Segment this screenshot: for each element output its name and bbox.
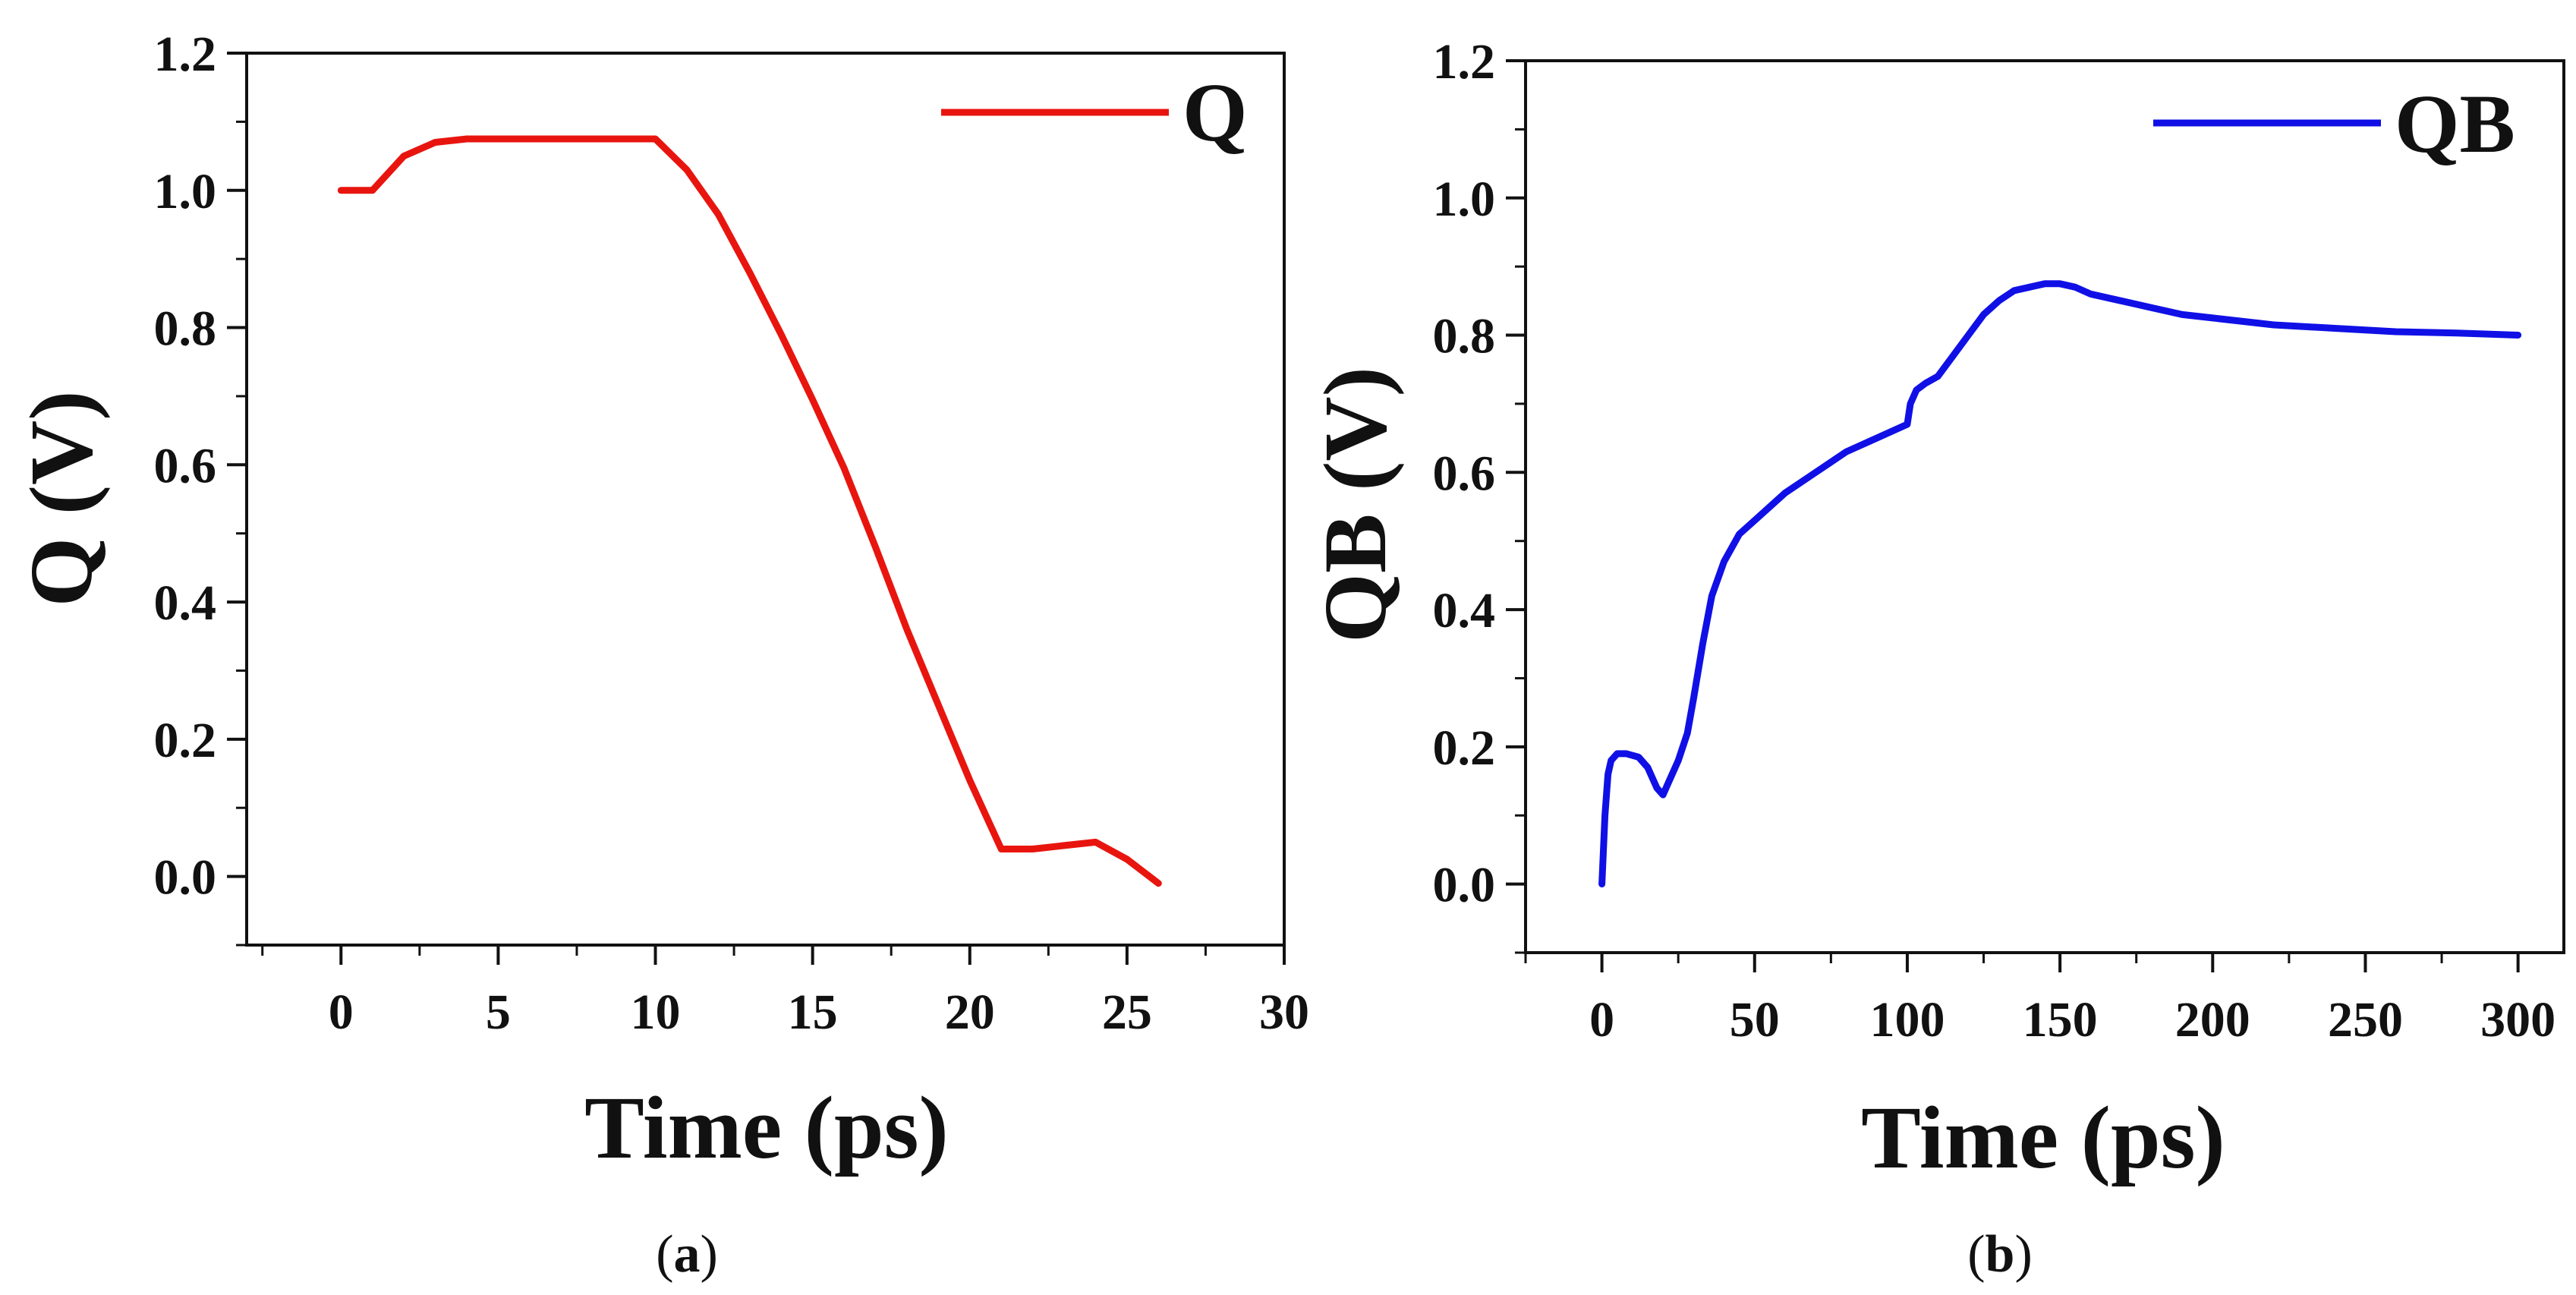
x-axis-title-b: Time (ps) xyxy=(1861,1088,2225,1187)
y-tick-label-b: 0.4 xyxy=(1433,583,1496,638)
x-tick-label-a: 25 xyxy=(1102,985,1152,1040)
x-tick-label-a: 30 xyxy=(1259,985,1309,1040)
plot-frame-b xyxy=(1524,59,2565,954)
chart-panel-b: QB Time (ps) QB (V) (b) 0 50 100 150 200 250 3… xyxy=(1305,34,2565,1284)
y-tick-label-b: 0.6 xyxy=(1433,446,1496,501)
y-tick-label-b: 0.0 xyxy=(1433,858,1496,913)
x-tick-label-b: 250 xyxy=(2328,992,2403,1048)
y-tick-label-a: 0.8 xyxy=(154,301,217,357)
legend-label-q: Q xyxy=(1183,66,1248,159)
y-axis-title-b: QB (V) xyxy=(1305,367,1405,643)
x-tick-label-a: 20 xyxy=(945,985,995,1040)
y-tick-label-a: 0.4 xyxy=(154,575,217,631)
y-tick-label-a: 1.0 xyxy=(154,164,217,219)
y-tick-label-b: 0.8 xyxy=(1433,309,1496,364)
x-tick-label-b: 50 xyxy=(1730,992,1780,1048)
panel-caption-b: (b) xyxy=(1967,1225,2033,1284)
y-axis-title-a: Q (V) xyxy=(11,390,111,607)
x-tick-label-a: 5 xyxy=(486,985,511,1040)
x-tick-label-a: 0 xyxy=(329,985,354,1040)
series-line-qb xyxy=(1598,280,2522,888)
x-tick-label-b: 200 xyxy=(2175,992,2250,1048)
panel-caption-a: (a) xyxy=(656,1225,718,1284)
y-tick-label-a: 1.2 xyxy=(154,27,217,82)
x-tick-label-a: 15 xyxy=(788,985,838,1040)
panel-caption-letter-b: b xyxy=(1986,1225,2015,1284)
series-line-q xyxy=(337,135,1162,887)
y-tick-label-a: 0.6 xyxy=(154,438,217,493)
y-tick-label-a: 0.0 xyxy=(154,850,217,906)
panel-caption-letter-a: a xyxy=(674,1225,701,1284)
legend-label-qb: QB xyxy=(2395,77,2515,170)
x-tick-label-b: 100 xyxy=(1869,992,1945,1048)
x-axis-title-a: Time (ps) xyxy=(584,1078,949,1177)
x-tick-label-a: 10 xyxy=(631,985,681,1040)
x-tick-label-b: 0 xyxy=(1589,992,1614,1048)
x-tick-label-b: 150 xyxy=(2023,992,2098,1048)
chart-panel-a: Q Time (ps) Q (V) (a) 0 5 10 15 20 25 30 0.0 0.2… xyxy=(11,27,1309,1284)
y-tick-label-b: 0.2 xyxy=(1433,720,1496,776)
y-tick-label-a: 0.2 xyxy=(154,713,217,768)
y-tick-label-b: 1.2 xyxy=(1433,34,1496,90)
plot-frame-a xyxy=(245,52,1286,947)
y-tick-label-b: 1.0 xyxy=(1433,172,1496,227)
x-tick-label-b: 300 xyxy=(2480,992,2556,1048)
